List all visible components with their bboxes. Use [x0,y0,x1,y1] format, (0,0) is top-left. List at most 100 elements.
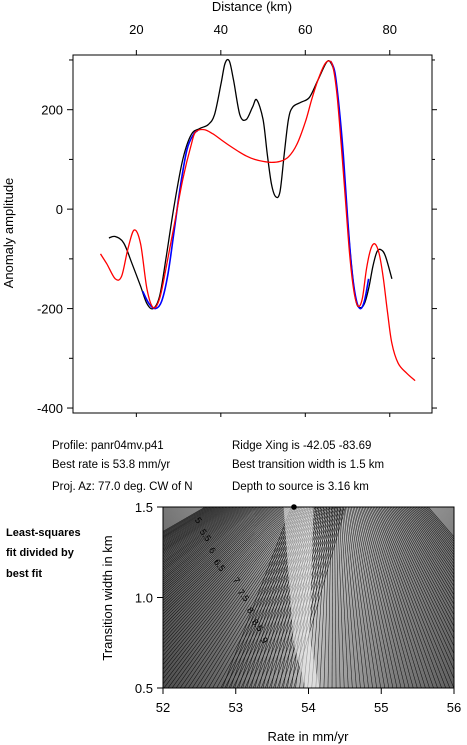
contour-line [344,507,365,688]
contour-line [354,507,390,688]
contour-line [375,507,447,688]
contour-line [163,507,212,536]
contour-line [403,507,454,587]
anomaly-profile-chart: Distance (km) Anomaly amplitude 20 40 60 80… [1,0,437,417]
contour-line [163,507,274,615]
contour-line [163,507,222,545]
contour-line [230,507,295,688]
x-axis-label-bottom: Rate in mm/yr [268,729,350,744]
contour-line [163,507,246,570]
contour-line [163,507,271,609]
side-note: Least-squares fit divided by best fit [6,527,81,580]
contour-line [163,507,270,607]
contour-line [163,507,264,597]
contour-label: 9 [259,635,270,645]
model-fit-line [141,129,199,310]
contour-label: 8 [245,605,256,615]
contour-line [163,507,225,547]
contour-line [421,507,454,548]
contour-line [407,507,454,575]
contour-line [426,507,454,540]
contour-line [163,507,290,653]
contour-line [346,507,369,688]
contour-line [163,507,288,649]
contour-line [163,507,291,657]
contour-line [163,507,287,645]
x-tick-label-bottom: 56 [447,700,461,715]
contour-line [163,507,223,546]
contour-line [406,507,454,579]
contour-line [319,507,329,688]
contour-line [386,507,454,647]
y-tick-label-top: -400 [37,401,63,416]
contour-line [338,507,349,688]
contour-line [404,507,454,583]
contour-line [364,507,418,688]
contour-line [357,507,398,688]
contour-line [343,507,361,688]
contour-line [163,507,263,594]
contour-line [337,507,345,688]
contour-line [335,507,341,688]
contour-line [417,507,454,556]
contour-line [285,507,343,688]
contour-line [401,507,454,591]
contour-line [163,507,242,565]
contour-line [163,507,295,670]
side-note-line-1: Least-squares [6,527,81,539]
side-note-line-3: best fit [6,568,42,580]
contour-line [163,507,283,634]
contour-line [222,507,292,688]
contour-line [384,507,454,655]
contour-line [323,507,331,688]
contour-line [163,507,251,577]
contour-line [163,507,268,604]
contour-line [163,507,229,551]
contour-line [163,507,240,563]
contour-line [244,507,329,688]
contour-line [163,507,297,675]
contour-label: 7 [231,575,242,585]
contour-line [389,507,454,634]
contour-line [226,507,294,688]
contour-line [163,507,298,680]
contour-line [400,507,454,596]
x-tick-label-top: 40 [214,22,228,37]
x-tick-label-top: 20 [129,22,143,37]
contour-line [240,507,328,688]
x-ticks-bottom: 52 53 54 55 56 [156,688,461,715]
contour-line [163,507,280,627]
contour-line [415,507,454,559]
contour-line [163,507,235,557]
profile-lines [99,58,416,382]
x-tick-label-top: 80 [383,22,397,37]
contour-line [163,507,249,573]
contour-line [163,507,230,553]
contour-line [355,507,394,688]
side-note-line-2: fit divided by [6,547,75,559]
contour-line [361,507,410,688]
y-tick-label-bottom: 0.5 [135,681,153,696]
y-tick-label-bottom: 1.5 [135,500,153,515]
contour-line [163,507,243,566]
contour-line [378,507,454,688]
info-profile: Profile: panr04mv.p41 [52,440,164,452]
contour-line [327,507,332,688]
contour-line [315,507,327,688]
profile-info: Profile: panr04mv.p41 Ridge Xing is -42.… [52,440,384,493]
contour-line [414,507,454,562]
contour-line [163,507,266,599]
contour-line [163,507,247,572]
contour-line [340,507,353,688]
contour-line [163,507,267,601]
contour-line [360,507,406,688]
x-tick-label-bottom: 52 [156,700,170,715]
contour-line [351,507,382,688]
contour-line [163,507,276,618]
contour-line [163,507,215,539]
contour-line [395,507,454,610]
contour-line [163,507,277,621]
plot-frame-top [72,54,433,414]
observed-anomaly-line [108,58,393,310]
contour-line [418,507,454,553]
